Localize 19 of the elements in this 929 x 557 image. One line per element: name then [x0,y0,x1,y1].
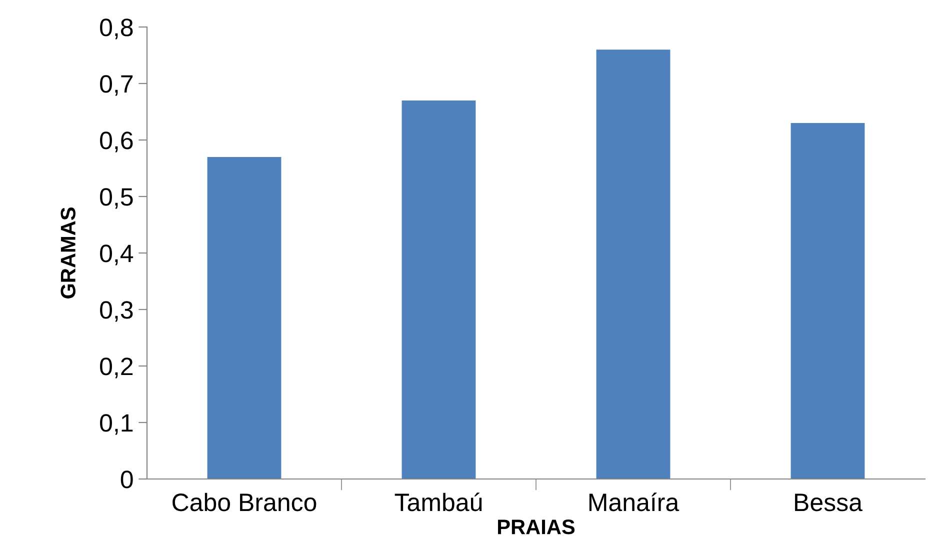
x-tick-label: Bessa [795,494,862,512]
x-tick-label: Cabo Branco [172,492,316,512]
y-tick-label: 0,3 [100,301,133,322]
y-tick-label: 0,7 [100,75,133,96]
y-tick-label: 0,2 [100,358,133,378]
bar [207,156,282,479]
y-tick-label: 0,6 [100,132,133,152]
y-tick-label: 0,5 [100,188,133,209]
y-tick-label: 0,4 [100,244,134,266]
y-axis-title: GRAMAS [60,208,76,298]
y-tick-label: 0,8 [100,18,133,40]
y-tick-label: 0,1 [100,414,133,435]
x-axis-title: PRAIAS [498,520,575,534]
x-tick-label: Manaíra [589,492,680,512]
x-tick-label: Tambaú [394,492,482,512]
bar [402,100,476,479]
bar [790,123,865,479]
y-tick-label: 0 [120,470,133,488]
bar [596,50,670,479]
